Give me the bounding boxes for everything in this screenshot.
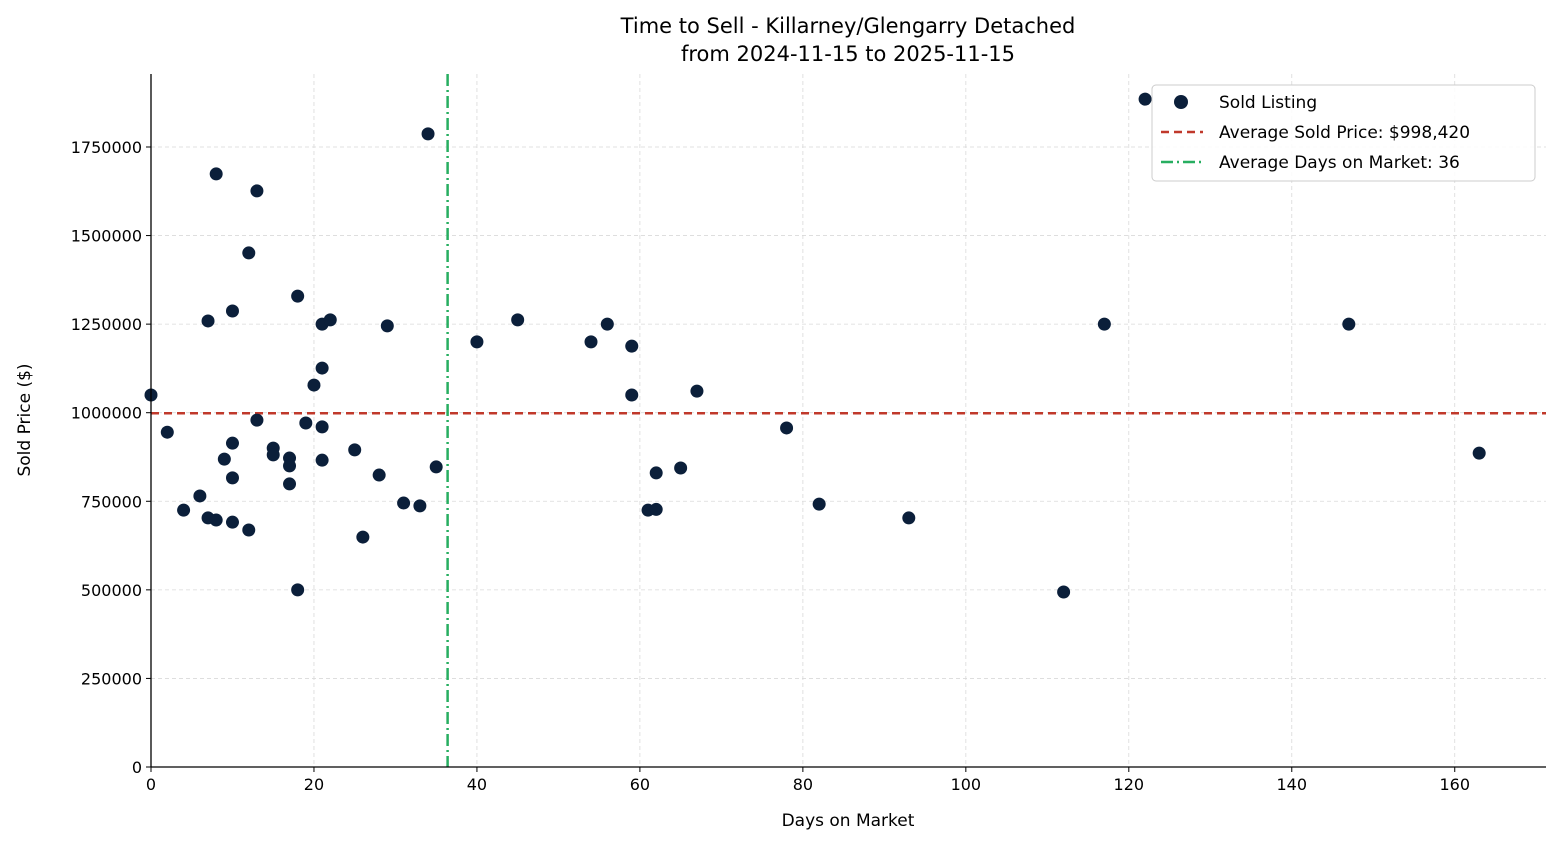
data-point xyxy=(283,477,297,491)
data-point xyxy=(291,583,305,597)
x-tick-label: 140 xyxy=(1276,775,1307,794)
data-point xyxy=(225,304,239,318)
y-axis-label: Sold Price ($) xyxy=(15,363,35,476)
data-point xyxy=(902,511,916,525)
x-tick-label: 0 xyxy=(146,775,156,794)
data-point xyxy=(690,384,704,398)
data-point xyxy=(307,378,321,392)
data-point xyxy=(315,420,329,434)
data-point xyxy=(625,388,639,402)
data-point xyxy=(250,413,264,427)
data-point xyxy=(625,339,639,353)
data-point xyxy=(209,513,223,527)
legend-box xyxy=(1151,84,1536,182)
x-tick-label: 40 xyxy=(467,775,487,794)
data-point xyxy=(470,335,484,349)
data-point xyxy=(160,425,174,439)
data-point xyxy=(1138,92,1152,106)
data-point xyxy=(1342,317,1356,331)
data-point xyxy=(242,523,256,537)
data-point xyxy=(356,530,370,544)
x-tick-label: 20 xyxy=(304,775,324,794)
y-tick-label: 1250000 xyxy=(71,315,142,334)
legend-label-avg-price: Average Sold Price: $998,420 xyxy=(1219,123,1470,143)
legend: Sold Listing Average Sold Price: $998,42… xyxy=(1151,84,1536,182)
legend-label-sold: Sold Listing xyxy=(1219,93,1317,113)
data-point xyxy=(511,313,525,327)
data-point xyxy=(291,289,305,303)
data-point xyxy=(193,489,207,503)
x-tick-label: 100 xyxy=(951,775,982,794)
data-point xyxy=(201,314,215,328)
data-point xyxy=(674,461,688,475)
data-point xyxy=(421,127,435,141)
data-point xyxy=(413,499,427,513)
x-tick-label: 160 xyxy=(1439,775,1470,794)
data-point xyxy=(1057,585,1071,599)
y-tick-label: 500000 xyxy=(81,581,142,600)
data-point xyxy=(397,496,411,510)
data-point xyxy=(380,319,394,333)
y-tick-label: 250000 xyxy=(81,669,142,688)
x-tick-label: 60 xyxy=(630,775,650,794)
y-tick-label: 1000000 xyxy=(71,404,142,423)
data-point xyxy=(780,421,794,435)
data-point xyxy=(250,184,264,198)
y-tick-label: 0 xyxy=(132,758,142,777)
data-point xyxy=(242,246,256,260)
data-point xyxy=(372,468,386,482)
data-point xyxy=(177,503,191,517)
data-point xyxy=(429,460,443,474)
chart-title: Time to Sell - Killarney/Glengarry Detac… xyxy=(620,14,1076,38)
data-point xyxy=(315,453,329,467)
data-point xyxy=(266,448,280,462)
data-point xyxy=(1472,446,1486,460)
data-point xyxy=(600,317,614,331)
legend-label-avg-days: Average Days on Market: 36 xyxy=(1219,153,1460,173)
points xyxy=(144,92,1486,599)
data-point xyxy=(1097,317,1111,331)
data-point xyxy=(225,471,239,485)
x-axis-label: Days on Market xyxy=(782,811,915,831)
data-point xyxy=(283,459,297,473)
chart-subtitle: from 2024-11-15 to 2025-11-15 xyxy=(681,42,1015,66)
data-point xyxy=(209,167,223,181)
axes: 0 20 40 60 80 100 120 140 160 0 250000 500000 750000… xyxy=(71,74,1546,794)
data-point xyxy=(299,416,313,430)
data-point xyxy=(323,313,337,327)
data-point xyxy=(225,436,239,450)
data-point xyxy=(649,466,663,480)
y-tick-label: 1500000 xyxy=(71,227,142,246)
data-point xyxy=(225,515,239,529)
x-tick-label: 120 xyxy=(1114,775,1145,794)
x-tick-label: 80 xyxy=(793,775,813,794)
reference-lines xyxy=(151,74,1546,767)
data-point xyxy=(649,502,663,516)
data-point xyxy=(217,452,231,466)
data-point xyxy=(348,443,362,457)
data-point xyxy=(812,497,826,511)
y-tick-label: 1750000 xyxy=(71,138,142,157)
data-point xyxy=(584,335,598,349)
legend-marker-sold xyxy=(1174,95,1188,109)
y-tick-label: 750000 xyxy=(81,492,142,511)
data-point xyxy=(315,361,329,375)
